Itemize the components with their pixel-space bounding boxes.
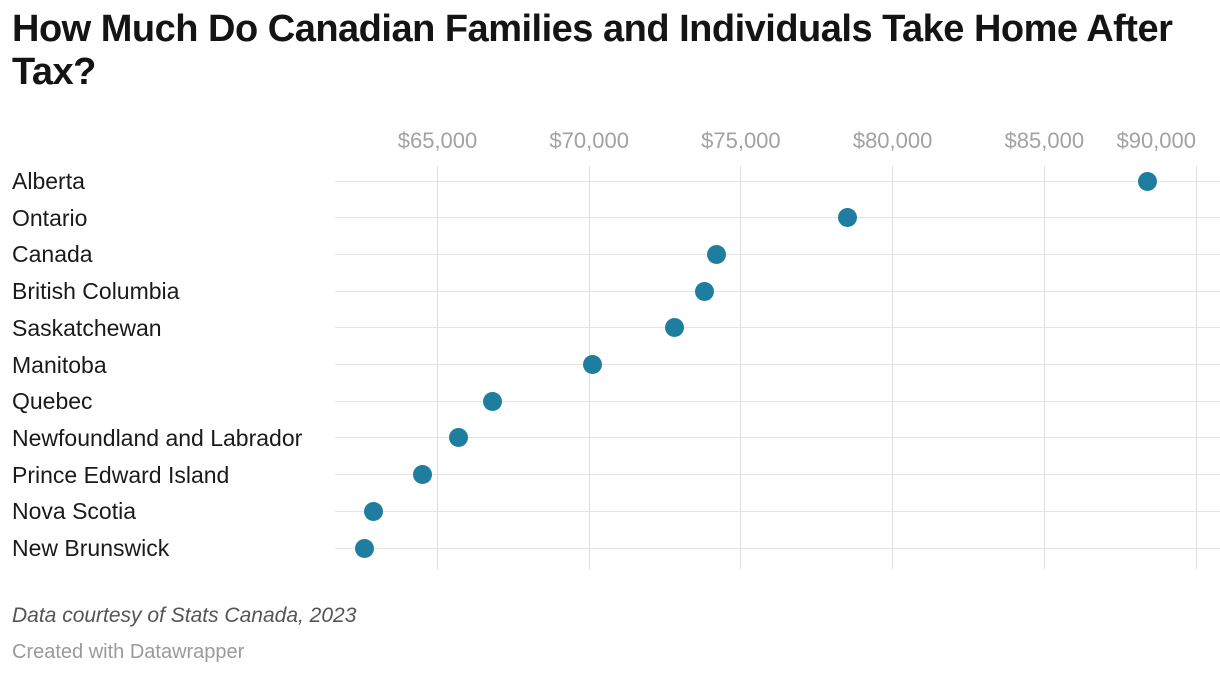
data-point[interactable] [355,538,375,558]
data-point[interactable] [582,355,602,374]
x-axis-tick-label: $85,000 [1004,128,1085,153]
row-gridline [335,327,1220,329]
source-note: Data courtesy of Stats Canada, 2023 [12,604,357,627]
row-label: Ontario [12,204,88,231]
x-gridline [1195,166,1197,569]
data-point[interactable] [837,208,857,228]
x-axis-tick-label: $90,000 [1116,128,1196,153]
row-gridline [335,290,1220,292]
x-axis-tick-label: $70,000 [549,128,629,153]
row-label: Canada [12,241,93,268]
data-point[interactable] [482,391,502,411]
data-point[interactable] [664,318,684,338]
row-label: Prince Edward Island [12,461,230,488]
data-point[interactable] [449,428,469,448]
x-gridline [1043,166,1045,569]
row-label: Nova Scotia [12,498,137,525]
row-gridline [335,180,1220,182]
row-gridline [335,474,1220,476]
data-point[interactable] [412,465,432,485]
row-label: Manitoba [12,351,107,378]
x-gridline [892,166,894,569]
row-label: Saskatchewan [12,314,162,341]
row-gridline [335,437,1220,439]
row-gridline [335,364,1220,365]
row-gridline [335,400,1220,402]
chart-title: How Much Do Canadian Families and Indivi… [12,8,1173,93]
row-gridline [335,547,1220,549]
x-axis-tick-label: $75,000 [701,128,781,153]
row-label: New Brunswick [12,535,170,561]
data-point[interactable] [364,501,384,521]
x-axis-tick-label: $80,000 [852,128,933,153]
data-point[interactable] [1137,171,1157,191]
x-gridline [740,166,742,569]
row-gridline [335,217,1220,219]
x-gridline [437,166,438,569]
row-gridline [335,510,1220,512]
x-axis-tick-label: $65,000 [397,128,478,153]
datawrapper-credit[interactable]: Created with Datawrapper [12,641,245,663]
data-point[interactable] [694,281,714,301]
data-point[interactable] [707,244,727,264]
row-label: Quebec [12,388,93,415]
row-label: Newfoundland and Labrador [12,424,303,451]
row-label: Alberta [12,168,85,194]
row-label: British Columbia [12,278,180,305]
row-gridline [335,253,1220,255]
